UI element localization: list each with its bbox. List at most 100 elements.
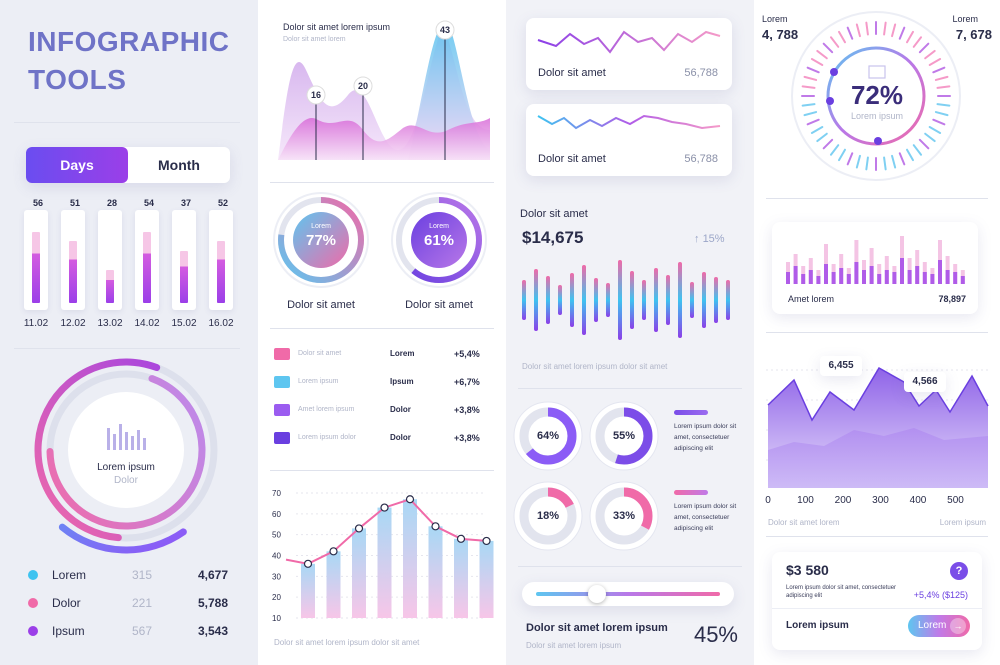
- y-tick-label: 70: [272, 489, 281, 498]
- slider[interactable]: [522, 582, 734, 606]
- area-chart-2: [766, 366, 989, 488]
- table-swatch: [274, 376, 290, 388]
- wave-title: Dolor sit amet: [520, 208, 588, 220]
- mini-bars-label: Amet lorem: [788, 294, 835, 304]
- legend-mid: 315: [132, 568, 153, 582]
- donut-chart: [391, 192, 487, 288]
- ring-chart: [22, 346, 230, 554]
- day-bar-value: 37: [180, 198, 191, 208]
- wave-bar: [606, 283, 610, 317]
- sparkline-2-value: 56,788: [684, 153, 718, 165]
- note-bar: [674, 490, 708, 495]
- slider-subtitle: Dolor sit amet lorem ipsum: [526, 641, 622, 650]
- day-bar-date: 13.02: [97, 318, 123, 329]
- area2-x-tick: 300: [872, 495, 889, 506]
- area2-caption-right: Lorem ipsum: [939, 518, 986, 527]
- slider-track: [536, 592, 720, 596]
- mini-bar: [816, 276, 821, 284]
- day-bar-value: 54: [143, 198, 154, 208]
- legend-value: 5,788: [198, 596, 229, 610]
- y-tick-label: 10: [272, 614, 281, 623]
- month-tab[interactable]: Month: [158, 157, 200, 173]
- small-donut: [513, 401, 583, 471]
- finance-button[interactable]: Lorem →: [908, 615, 970, 637]
- mini-bar: [884, 270, 889, 284]
- mini-bar: [907, 270, 912, 284]
- small-donut: [513, 481, 583, 551]
- wave-bar: [666, 275, 670, 325]
- right-column: Lorem 4, 788 Lorem 7, 678 72% Lorem ipsu…: [754, 0, 1000, 665]
- mini-bar: [938, 260, 942, 284]
- wave-bars: [522, 260, 730, 340]
- line-point: [329, 547, 338, 556]
- table-row-label: Lorem ipsum dolor: [298, 434, 356, 441]
- day-bar-value: 56: [32, 198, 43, 208]
- wave-bar: [534, 269, 538, 331]
- day-bar[interactable]: [98, 210, 122, 310]
- area2-callout-1: 6,455: [820, 356, 862, 376]
- mini-bar: [953, 272, 958, 284]
- day-bar-value: 52: [217, 198, 228, 208]
- gauge-left-value: 4, 788: [762, 27, 799, 42]
- day-bar[interactable]: [61, 210, 85, 310]
- help-icon[interactable]: ?: [950, 562, 968, 580]
- finance-button-label: Lorem: [918, 620, 947, 631]
- table-row-value: +3,8%: [454, 405, 480, 415]
- line-point: [354, 524, 364, 533]
- note-line: amet, consectetuer: [674, 514, 730, 521]
- table-row-name: Dolor: [390, 405, 411, 414]
- mini-bar: [892, 272, 897, 284]
- wave-bar: [654, 268, 658, 332]
- donut-arc: [396, 197, 482, 283]
- finance-card: $3 580 ? Lorem ipsum dolor sit amet, con…: [772, 552, 982, 650]
- y-tick-label: 20: [272, 593, 281, 602]
- small-donut-percent: 33%: [612, 510, 636, 522]
- small-donut-arc: [595, 407, 653, 465]
- wave-bar: [702, 272, 706, 328]
- mini-bar: [900, 258, 904, 284]
- table-row-value: +5,4%: [454, 349, 480, 359]
- area2-callout-2: 4,566: [904, 372, 946, 392]
- days-tab[interactable]: Days: [26, 147, 128, 183]
- finance-change: +5,4% ($125): [913, 590, 968, 600]
- table-swatch: [274, 404, 290, 416]
- donut-center-label: Lorem: [429, 223, 449, 230]
- legend-mid: 567: [132, 624, 153, 638]
- mini-bar: [930, 274, 935, 284]
- sparkline-1-label: Dolor sit amet: [538, 67, 606, 79]
- gauge-chart: [791, 11, 961, 181]
- day-bar-value: 28: [106, 198, 117, 208]
- arrow-right-icon: →: [950, 618, 966, 634]
- legend-dot: [28, 626, 38, 636]
- day-bar-fill: [69, 241, 77, 303]
- line-point: [380, 503, 389, 512]
- wave-bar: [726, 280, 730, 320]
- day-bar-date: 11.02: [23, 318, 49, 329]
- mini-bar: [793, 266, 798, 284]
- day-bar-date: 12.02: [60, 318, 86, 329]
- arrow-up-icon: ↑: [694, 233, 703, 245]
- ring-sublabel: Dolor: [114, 475, 138, 486]
- day-bar[interactable]: [172, 210, 196, 310]
- legend-name: Ipsum: [52, 624, 85, 638]
- day-bar-fill: [143, 232, 151, 303]
- sparkline-card-1: Dolor sit amet 56,788: [526, 18, 732, 90]
- bar: [428, 526, 443, 618]
- table-row-name: Lorem: [390, 349, 415, 358]
- day-bar[interactable]: [24, 210, 48, 310]
- wave-bar: [582, 265, 586, 335]
- note-bar: [674, 410, 708, 415]
- slider-thumb[interactable]: [587, 585, 606, 603]
- donut-center-label: Lorem: [311, 223, 331, 230]
- day-bar[interactable]: [209, 210, 233, 310]
- wave-bar: [630, 271, 634, 329]
- table-row-value: +6,7%: [454, 377, 480, 387]
- gauge-right-label: Lorem: [952, 14, 978, 24]
- wave-bar: [618, 260, 622, 340]
- area-point-label-2: 20: [357, 81, 368, 91]
- day-bar-fill: [180, 251, 188, 303]
- line-point: [482, 536, 491, 546]
- line-series: [285, 498, 487, 565]
- mini-bar: [808, 270, 813, 284]
- day-bar[interactable]: [135, 210, 159, 310]
